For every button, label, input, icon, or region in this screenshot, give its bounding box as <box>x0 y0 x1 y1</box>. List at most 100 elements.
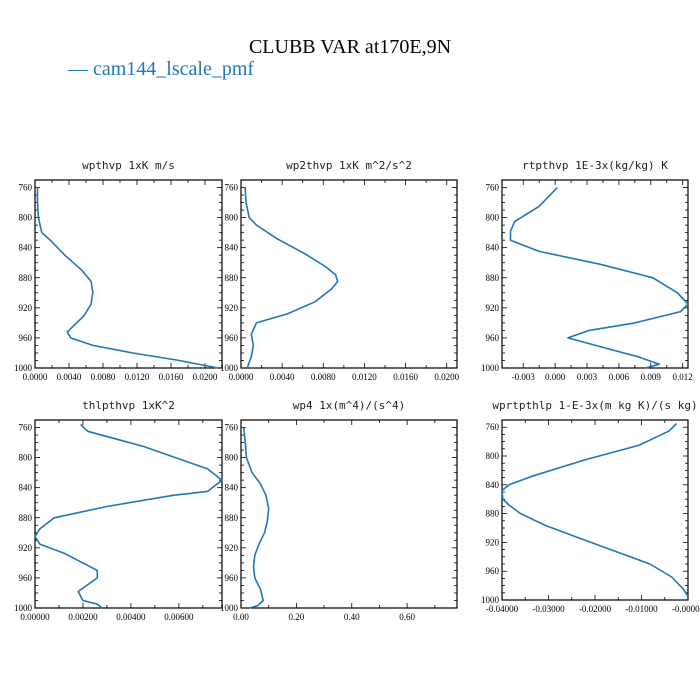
y-tick-label: 840 <box>225 243 239 253</box>
x-tick-label: 0.0120 <box>125 372 150 382</box>
x-tick-label: -0.04000 <box>486 604 519 614</box>
y-tick-label: 800 <box>486 451 500 461</box>
y-tick-label: 800 <box>486 213 500 223</box>
x-tick-label: 0.0120 <box>352 372 377 382</box>
x-tick-label: 0.0000 <box>229 372 254 382</box>
y-tick-label: 960 <box>225 573 239 583</box>
x-tick-label: 0.0160 <box>393 372 418 382</box>
y-tick-label: 800 <box>225 213 239 223</box>
x-tick-label: -0.02000 <box>579 604 612 614</box>
y-tick-label: 800 <box>225 453 239 463</box>
y-tick-label: 760 <box>225 423 239 433</box>
panel-6: wprtpthlp 1-E-3x(m kg K)/(s kg) 760 800 840… <box>481 399 700 614</box>
panel-1: wpthvp 1xK m/s76080084088092096010000.00… <box>14 159 223 382</box>
x-tick-label: 0.0000 <box>23 372 48 382</box>
series-line <box>509 186 689 369</box>
x-tick-label: 0.0160 <box>159 372 184 382</box>
x-tick-label: 0.0040 <box>270 372 295 382</box>
y-tick-label: 1000 <box>14 603 33 613</box>
panel-5: wp4 1x(m^4)/(s^4)76080084088092096010000… <box>220 399 458 622</box>
series-line <box>34 423 223 609</box>
x-tick-label: 0.60 <box>399 612 415 622</box>
x-tick-label: 0.20 <box>289 612 305 622</box>
y-tick-label: 760 <box>19 183 33 193</box>
x-tick-label: 0.0080 <box>311 372 336 382</box>
plot-frame <box>240 419 458 609</box>
panel-title: rtpthvp 1E-3x(kg/kg) K <box>522 159 668 172</box>
y-tick-label: 840 <box>19 243 33 253</box>
legend: — cam144_lscale_pmf <box>68 58 254 81</box>
y-tick-label: 760 <box>225 183 239 193</box>
y-tick-label: 960 <box>225 333 239 343</box>
page-title: CLUBB VAR at170E,9N <box>248 36 452 58</box>
y-tick-label: 760 <box>486 183 500 193</box>
x-tick-label: 0.00600 <box>164 612 194 622</box>
y-tick-label: 960 <box>19 573 33 583</box>
x-tick-label: -0.003 <box>512 372 536 382</box>
y-tick-label: 920 <box>19 543 33 553</box>
panel-title: thlpthvp 1xK^2 <box>82 399 175 412</box>
y-tick-label: 800 <box>19 453 33 463</box>
x-tick-label: -0.00000 <box>672 604 700 614</box>
x-tick-label: 0.00200 <box>68 612 98 622</box>
x-tick-label: 0.003 <box>577 372 598 382</box>
panel-title: wpthvp 1xK m/s <box>82 159 175 172</box>
y-tick-label: 960 <box>486 333 500 343</box>
y-tick-label: 960 <box>486 566 500 576</box>
x-tick-label: 0.0200 <box>434 372 459 382</box>
x-tick-label: 0.0040 <box>57 372 82 382</box>
legend-label: cam144_lscale_pmf <box>93 58 255 80</box>
series-line <box>243 427 270 609</box>
legend-swatch: — <box>68 58 88 80</box>
plot-frame <box>501 179 689 369</box>
x-tick-label: 0.009 <box>641 372 662 382</box>
y-tick-label: 1000 <box>481 363 500 373</box>
series-line <box>244 187 339 369</box>
y-tick-label: 760 <box>486 422 500 432</box>
x-tick-label: 0.0080 <box>91 372 116 382</box>
y-tick-label: 920 <box>225 543 239 553</box>
y-tick-label: 840 <box>19 483 33 493</box>
y-tick-label: 920 <box>486 537 500 547</box>
y-tick-label: 840 <box>486 243 500 253</box>
plot-frame <box>240 179 458 369</box>
series-line <box>36 187 218 369</box>
x-tick-label: 0.012 <box>673 372 693 382</box>
series-line <box>501 423 689 597</box>
plot-frame <box>501 419 689 601</box>
y-tick-label: 880 <box>486 509 500 519</box>
x-tick-label: 0.00400 <box>116 612 146 622</box>
y-tick-label: 1000 <box>14 363 33 373</box>
plot-frame <box>34 419 223 609</box>
y-tick-label: 840 <box>225 483 239 493</box>
y-tick-label: 880 <box>19 513 33 523</box>
y-tick-label: 1000 <box>481 595 500 605</box>
x-tick-label: -0.03000 <box>532 604 565 614</box>
y-tick-label: 880 <box>19 273 33 283</box>
y-tick-label: 1000 <box>220 363 239 373</box>
panel-title: wp4 1x(m^4)/(s^4) <box>293 399 406 412</box>
x-tick-label: 0.0200 <box>193 372 218 382</box>
x-tick-label: 0.40 <box>344 612 360 622</box>
panel-title: wprtpthlp 1-E-3x(m kg K)/(s kg) <box>492 399 697 412</box>
x-tick-label: -0.01000 <box>625 604 658 614</box>
y-tick-label: 800 <box>19 213 33 223</box>
y-tick-label: 840 <box>486 480 500 490</box>
y-tick-label: 920 <box>19 303 33 313</box>
plot-frame <box>34 179 223 369</box>
y-tick-label: 920 <box>486 303 500 313</box>
x-tick-label: 0.000 <box>545 372 566 382</box>
panel-3: rtpthvp 1E-3x(kg/kg) K 760 800 840 880 920 960… <box>481 159 693 382</box>
panel-title: wp2thvp 1xK m^2/s^2 <box>286 159 412 172</box>
y-tick-label: 880 <box>225 513 239 523</box>
y-tick-label: 760 <box>19 423 33 433</box>
y-tick-label: 880 <box>486 273 500 283</box>
y-tick-label: 880 <box>225 273 239 283</box>
x-tick-label: 0.006 <box>609 372 630 382</box>
panel-4: thlpthvp 1xK^2 760 800 840 880 920 960 1000 0.00… <box>14 399 223 622</box>
y-tick-label: 1000 <box>220 603 239 613</box>
y-tick-label: 920 <box>225 303 239 313</box>
panel-2: wp2thvp 1xK m^2/s^2 760 800 840 880 920 960 100… <box>220 159 460 382</box>
x-tick-label: 0.00 <box>233 612 249 622</box>
